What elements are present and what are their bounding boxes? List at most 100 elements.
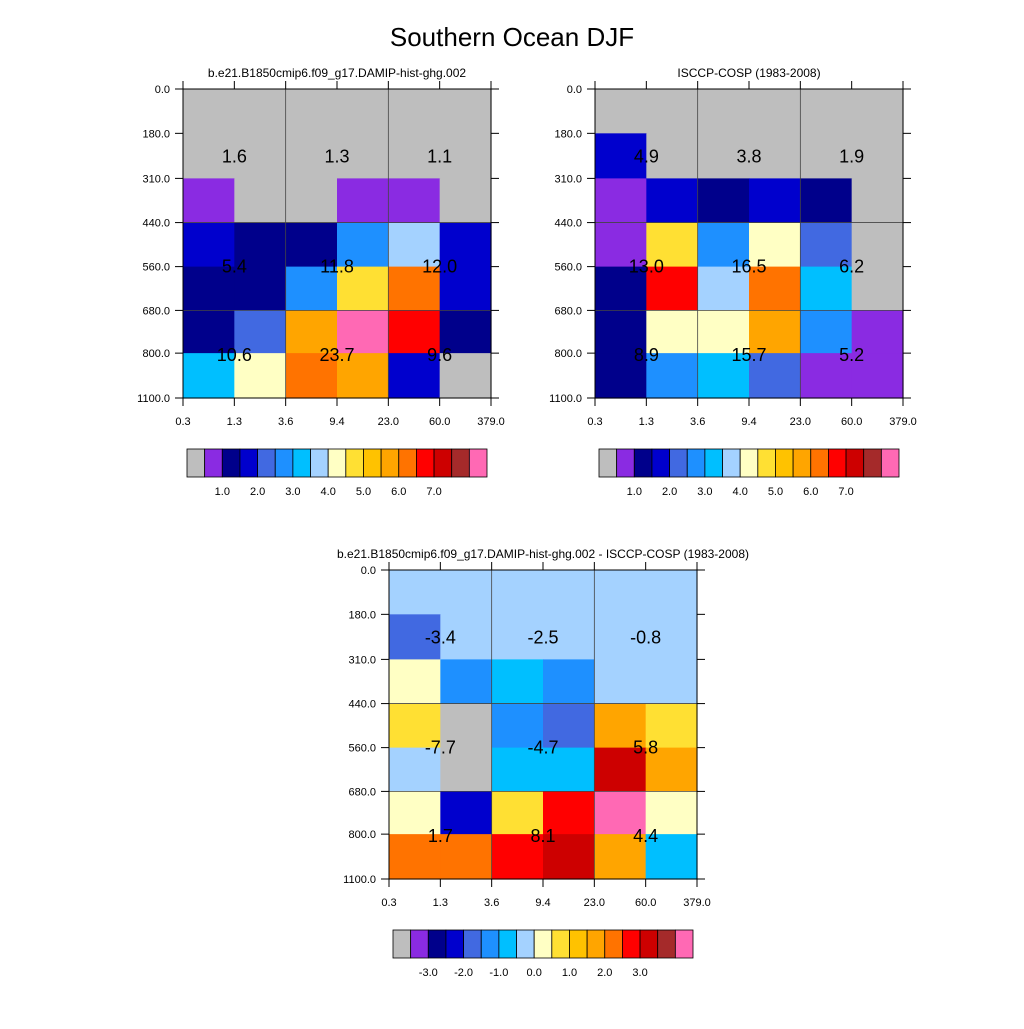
heatmap-cell: [646, 178, 699, 224]
heatmap-cell: [491, 747, 544, 792]
colorbar-swatch: [380, 448, 400, 478]
heatmap-cell: [697, 353, 750, 399]
heatmap-cell: [543, 659, 595, 705]
colorbar-swatch: [416, 448, 435, 478]
heatmap-cell: [594, 570, 647, 615]
block-value-label: 5.8: [633, 738, 658, 758]
heatmap-cell: [594, 791, 647, 835]
heatmap-cell: [543, 614, 595, 660]
panel-title: b.e21.B1850cmip6.f09_g17.DAMIP-hist-ghg.…: [337, 547, 749, 561]
heatmap-cell: [645, 747, 698, 792]
heatmap-cell: [697, 222, 750, 268]
colorbar-swatch: [775, 448, 794, 478]
heatmap-cell: [800, 178, 853, 224]
colorbar-swatch: [622, 929, 641, 959]
y-tick-label: 180.0: [142, 128, 170, 140]
heatmap-cell: [800, 133, 853, 179]
block-value-label: 4.4: [633, 826, 658, 846]
x-tick-label: 3.6: [484, 897, 499, 909]
colorbar-swatch: [792, 448, 812, 478]
block-value-label: 8.1: [530, 826, 555, 846]
heatmap-cell: [440, 659, 493, 705]
x-tick-label: 3.6: [690, 416, 705, 428]
colorbar-swatch: [345, 448, 364, 478]
heatmap-cell: [183, 310, 235, 354]
block-value-label: 1.6: [222, 146, 247, 166]
heatmap-cell: [543, 791, 595, 835]
colorbar-label: -3.0: [419, 967, 438, 979]
block-value-label: 12.0: [422, 257, 457, 277]
heatmap-cell: [594, 747, 647, 792]
y-tick-label: 1100.0: [343, 874, 376, 886]
heatmap-cell: [388, 178, 441, 224]
x-tick-label: 0.3: [175, 416, 190, 428]
x-tick-label: 0.3: [381, 897, 396, 909]
heatmap-cell: [388, 266, 441, 311]
colorbar-label: 5.0: [768, 486, 783, 498]
heatmap-cell: [697, 310, 750, 354]
heatmap-cell: [491, 570, 544, 615]
heatmap-cell: [440, 614, 493, 660]
heatmap-cell: [800, 266, 853, 311]
heatmap-cell: [800, 310, 853, 354]
heatmap-cell: [595, 266, 647, 311]
y-tick-label: 680.0: [554, 305, 582, 317]
heatmap-cell: [595, 353, 647, 399]
colorbar-swatch: [686, 448, 706, 478]
colorbar-label: 5.0: [356, 486, 371, 498]
block-value-label: 9.6: [427, 345, 452, 365]
panel-title: ISCCP-COSP (1983-2008): [677, 66, 820, 80]
heatmap-cell: [645, 570, 698, 615]
x-tick-label: 379.0: [889, 416, 917, 428]
colorbar-swatch: [863, 448, 882, 478]
heatmap-cell: [594, 659, 647, 705]
colorbar-swatch: [516, 929, 535, 959]
colorbar-swatch: [221, 448, 241, 478]
colorbar-swatch: [274, 448, 294, 478]
heatmap-cell: [439, 222, 492, 268]
heatmap-cell: [851, 89, 904, 134]
heatmap-cell: [646, 353, 699, 399]
heatmap-cell: [491, 614, 544, 660]
x-tick-label: 23.0: [378, 416, 399, 428]
heatmap-cell: [749, 222, 801, 268]
colorbar-swatch: [704, 448, 723, 478]
block-value-label: 5.2: [839, 345, 864, 365]
heatmap-cell: [440, 791, 493, 835]
heatmap-cell: [595, 89, 647, 134]
heatmap-cell: [389, 614, 441, 660]
heatmap-cell: [749, 353, 801, 399]
colorbar-swatch: [598, 448, 618, 478]
y-tick-label: 440.0: [554, 218, 582, 230]
heatmap-cell: [646, 310, 699, 354]
heatmap-cell: [646, 89, 699, 134]
x-tick-label: 1.3: [433, 897, 448, 909]
block-value-label: 8.9: [634, 345, 659, 365]
block-value-label: 15.7: [731, 345, 766, 365]
heatmap-cell: [595, 133, 647, 179]
heatmap-cell: [183, 89, 235, 179]
colorbar-label: 0.0: [527, 967, 542, 979]
y-tick-label: 800.0: [554, 348, 582, 360]
block-value-label: -3.4: [425, 627, 456, 647]
colorbar-label: 3.0: [697, 486, 712, 498]
heatmap-cell: [491, 703, 544, 749]
colorbar-swatch: [451, 448, 470, 478]
heatmap-cell: [645, 614, 698, 660]
colorbar-label: 7.0: [426, 486, 441, 498]
y-tick-label: 440.0: [348, 699, 376, 711]
heatmap-cell: [337, 178, 389, 224]
colorbar-swatch: [722, 448, 741, 478]
heatmap-cell: [439, 89, 492, 179]
heatmap-cell: [645, 791, 698, 835]
colorbar-swatch: [669, 448, 688, 478]
y-tick-label: 560.0: [554, 262, 582, 274]
x-tick-label: 60.0: [429, 416, 450, 428]
colorbar-swatch: [433, 448, 453, 478]
heatmap-cell: [749, 178, 801, 224]
colorbar-swatch: [674, 929, 694, 959]
colorbar-swatch: [468, 448, 488, 478]
colorbar-swatch: [586, 929, 606, 959]
colorbar-swatch: [310, 448, 329, 478]
heatmap-panel-1: b.e21.B1850cmip6.f09_g17.DAMIP-hist-ghg.…: [137, 66, 505, 498]
